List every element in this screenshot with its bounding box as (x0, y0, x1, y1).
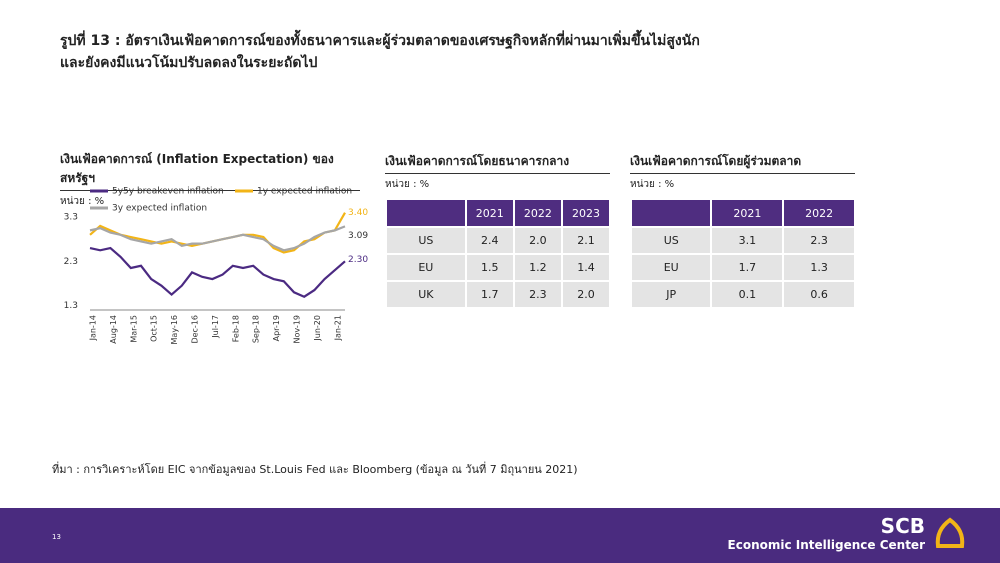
table-unit: หน่วย : % (630, 179, 675, 190)
legend-label: 5y5y breakeven inflation (112, 187, 224, 197)
title-line: และยังคงมีแนวโน้มปรับลดลงในระยะถัดไป (60, 55, 318, 71)
cell: 0.1 (712, 282, 783, 307)
row: EU 1.7 1.3 (632, 255, 854, 280)
cell: 2.4 (466, 228, 513, 253)
x-tick-label: Jul-17 (211, 315, 220, 339)
cell: EU (632, 255, 711, 280)
x-tick-label: Nov-19 (293, 315, 302, 343)
end-label: 2.30 (348, 255, 368, 265)
cell: UK (387, 282, 465, 307)
header-cell: 2021 (466, 200, 513, 226)
x-tick-label: Oct-15 (150, 315, 159, 342)
y-tick-label: 1.3 (64, 301, 78, 311)
cell: 2.0 (562, 282, 609, 307)
y-tick-label: 3.3 (64, 213, 78, 223)
header-cell: 2023 (562, 200, 609, 226)
cell: 0.6 (784, 282, 854, 307)
header-row: 2021 2022 (632, 200, 854, 226)
table: 2021 2022 2023 US 2.4 2.0 2.1 EU 1.5 1.2 1.4 UK 1.7 2… (385, 198, 611, 309)
cell: 3.1 (712, 228, 783, 253)
cell: US (632, 228, 711, 253)
x-tick-label: Dec-16 (191, 315, 200, 344)
x-tick-label: Apr-19 (272, 315, 281, 341)
row: JP 0.1 0.6 (632, 282, 854, 307)
line-series (89, 212, 346, 254)
cell: 2.0 (514, 228, 561, 253)
row: US 3.1 2.3 (632, 228, 854, 253)
x-tick-label: Jun-20 (313, 315, 322, 342)
x-tick-label: Aug-14 (109, 315, 118, 344)
brand: SCB (880, 514, 925, 538)
header-cell (387, 200, 465, 226)
page-number: 13 (52, 533, 61, 541)
table-title: เงินเฟ้อคาดการณ์โดยผู้ร่วมตลาด (630, 152, 855, 174)
y-tick-label: 2.3 (64, 257, 78, 267)
end-label: 3.40 (348, 208, 368, 218)
chart-header: เงินเฟ้อคาดการณ์ (Inflation Expectation)… (60, 150, 360, 209)
source: ที่มา : การวิเคราะห์โดย EIC จากข้อมูลของ… (52, 463, 578, 476)
cell: 1.7 (712, 255, 783, 280)
header-cell: 2021 (712, 200, 783, 226)
header-cell: 2022 (784, 200, 854, 226)
x-tick-label: May-16 (170, 315, 179, 344)
cell: 2.3 (514, 282, 561, 307)
x-tick-label: Mar-15 (129, 315, 138, 343)
cell: 1.2 (514, 255, 561, 280)
header-cell (632, 200, 711, 226)
chart: 1.3 2.3 3.3 Jan-14 Aug-14 Mar-15 Oct-15 May-16 D… (64, 187, 369, 345)
row: UK 1.7 2.3 2.0 (387, 282, 609, 307)
row: US 2.4 2.0 2.1 (387, 228, 609, 253)
cell: 2.3 (784, 228, 854, 253)
cell: 1.5 (466, 255, 513, 280)
cell: JP (632, 282, 711, 307)
footer-bar: 13 SCB Economic Intelligence Center (0, 508, 1000, 563)
cell: 2.1 (562, 228, 609, 253)
chart-unit: หน่วย : % (60, 196, 105, 207)
cell: 1.3 (784, 255, 854, 280)
cell: 1.4 (562, 255, 609, 280)
table: 2021 2022 US 3.1 2.3 EU 1.7 1.3 JP 0.1 0.6 (630, 198, 856, 309)
x-tick-label: Feb-18 (231, 315, 240, 342)
logo (935, 517, 965, 548)
legend-label: 1y expected inflation (257, 187, 352, 197)
cell: 1.7 (466, 282, 513, 307)
table-block: เงินเฟ้อคาดการณ์โดยธนาคารกลาง หน่วย : % … (385, 152, 610, 309)
cell: US (387, 228, 465, 253)
table-title: เงินเฟ้อคาดการณ์โดยธนาคารกลาง (385, 152, 610, 174)
end-label: 3.09 (348, 231, 368, 241)
header-row: 2021 2022 2023 (387, 200, 609, 226)
legend-label: 3y expected inflation (112, 204, 207, 214)
title-line: รูปที่ 13 : อัตราเงินเฟ้อคาดการณ์ของทั้ง… (60, 33, 700, 49)
chart-title: เงินเฟ้อคาดการณ์ (Inflation Expectation)… (60, 150, 360, 191)
table-block: เงินเฟ้อคาดการณ์โดยผู้ร่วมตลาด หน่วย : %… (630, 152, 855, 309)
cell: EU (387, 255, 465, 280)
x-tick-label: Jan-14 (89, 315, 98, 341)
header-cell: 2022 (514, 200, 561, 226)
x-tick-label: Sep-18 (252, 315, 261, 343)
table-unit: หน่วย : % (385, 179, 430, 190)
x-tick-label: Jan-21 (333, 315, 342, 341)
line-series (89, 246, 346, 298)
brand-sub: Economic Intelligence Center (727, 538, 925, 552)
row: EU 1.5 1.2 1.4 (387, 255, 609, 280)
line-series (89, 225, 346, 252)
